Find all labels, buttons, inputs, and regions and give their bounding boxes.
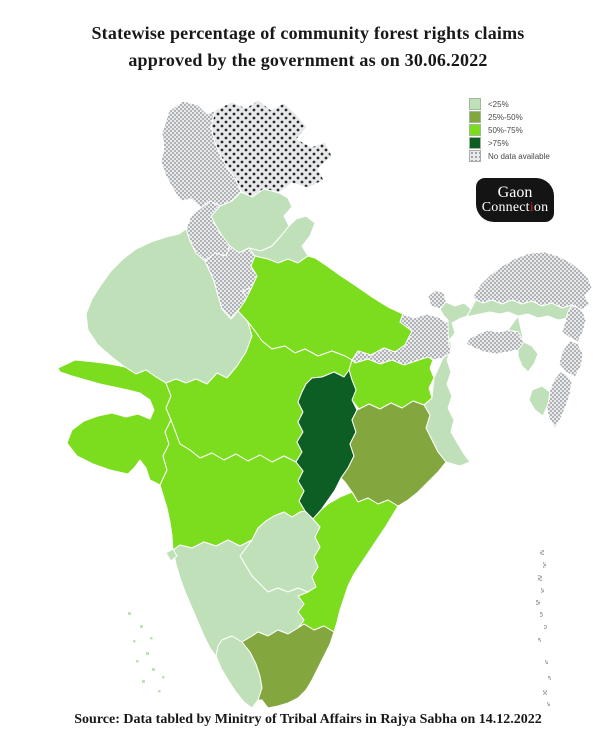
state-andaman-nicobar xyxy=(536,550,551,706)
source-caption: Source: Data tabled by Minitry of Tribal… xyxy=(74,712,542,727)
logo-line1: Gaon xyxy=(497,183,533,201)
gaon-connection-logo: Gaon Connection xyxy=(476,178,554,222)
legend-swatch-lt25 xyxy=(469,98,481,110)
state-jharkhand xyxy=(348,356,435,410)
legend-label-lt25: <25% xyxy=(488,99,509,109)
logo-red-i: i xyxy=(529,200,534,216)
state-karnataka xyxy=(172,539,309,657)
legend-label-gt75: >75% xyxy=(488,138,509,148)
state-manipur xyxy=(558,339,584,378)
legend-row-lt25: <25% xyxy=(469,98,550,110)
legend-swatch-25-50 xyxy=(469,111,481,123)
legend-label-nodata: No data available xyxy=(488,151,550,161)
legend-swatch-nodata xyxy=(469,150,481,162)
chart-title: Statewise percentage of community forest… xyxy=(0,20,616,74)
state-tripura xyxy=(528,385,551,417)
legend-label-25-50: 25%-50% xyxy=(488,112,523,122)
state-tamil-nadu xyxy=(241,623,335,709)
legend-swatch-gt75 xyxy=(469,137,481,149)
legend-row-50-75: 50%-75% xyxy=(469,124,550,136)
state-goa xyxy=(165,548,178,562)
legend: <25% 25%-50% 50%-75% >75% No data availa… xyxy=(469,98,550,164)
state-meghalaya xyxy=(465,329,525,355)
logo-line2: Connection xyxy=(481,200,549,216)
state-lakshadweep xyxy=(128,612,165,693)
chart-title-line2: approved by the government as on 30.06.2… xyxy=(128,50,488,70)
state-gujarat xyxy=(57,359,172,486)
legend-row-25-50: 25%-50% xyxy=(469,111,550,123)
chart-title-line1: Statewise percentage of community forest… xyxy=(91,23,525,43)
legend-row-gt75: >75% xyxy=(469,137,550,149)
legend-label-50-75: 50%-75% xyxy=(488,125,523,135)
legend-swatch-50-75 xyxy=(469,124,481,136)
state-mizoram xyxy=(545,371,573,429)
state-nagaland xyxy=(561,304,587,343)
legend-row-nodata: No data available xyxy=(469,150,550,162)
state-west-bengal xyxy=(423,301,472,467)
